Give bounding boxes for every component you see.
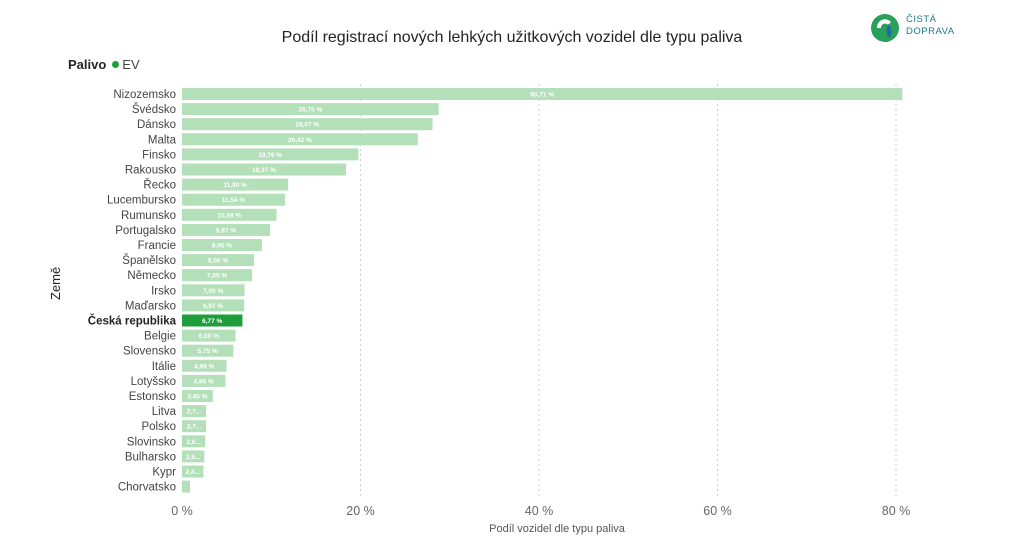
legend-title: Palivo (68, 57, 107, 72)
data-label: 3,45 % (187, 394, 207, 401)
y-tick-label: Estonsko (129, 391, 176, 403)
data-label: 28,75 % (298, 107, 322, 114)
x-tick-label: 80 % (882, 504, 911, 518)
bar (182, 148, 359, 161)
bar (182, 118, 433, 131)
y-tick-label: Malta (148, 134, 177, 146)
bar (182, 269, 253, 282)
y-tick-label: Lucembursko (107, 195, 176, 207)
x-tick-label: 20 % (346, 504, 375, 518)
y-tick-label: Slovinsko (127, 436, 176, 448)
data-label: 2,7... (187, 424, 202, 431)
x-tick-label: 40 % (525, 504, 554, 518)
data-label: 4,99 % (194, 363, 214, 370)
data-label: 5,75 % (198, 348, 218, 355)
data-label: 2,7... (187, 409, 202, 416)
bar (182, 103, 439, 116)
data-label: 4,86 % (194, 378, 214, 385)
bar (182, 208, 277, 221)
y-tick-label: Švédsko (132, 103, 176, 116)
data-label: 80,71 % (530, 92, 554, 99)
brand-name: ČISTÁ DOPRAVA (906, 14, 955, 38)
data-label: 9,87 % (216, 227, 236, 234)
legend-entry-ev[interactable]: EV (122, 57, 140, 72)
bar (182, 450, 205, 463)
legend-dot-icon (112, 61, 120, 68)
bar (182, 299, 245, 312)
data-label: 7,85 % (207, 273, 227, 280)
bar (182, 329, 236, 342)
y-tick-label: Francie (138, 240, 176, 252)
y-tick-label: Irsko (151, 285, 176, 297)
y-tick-label: Bulharsko (125, 451, 176, 463)
data-label: 11,54 % (222, 197, 246, 204)
bar (182, 193, 285, 206)
y-tick-label: Finsko (142, 149, 176, 161)
data-label: 10,59 % (217, 212, 241, 219)
data-label: 7,00 % (203, 288, 223, 295)
y-tick-label: Španělsko (122, 254, 176, 267)
y-tick-label: Řecko (143, 179, 176, 192)
y-tick-label: Německo (127, 270, 176, 282)
y-tick-label: Polsko (141, 421, 176, 433)
bar (182, 284, 245, 297)
y-tick-label: Belgie (144, 331, 176, 343)
bar (182, 239, 262, 251)
bar (182, 163, 346, 176)
data-label: 11,90 % (223, 182, 247, 189)
data-label: 28,07 % (295, 122, 319, 129)
bar (182, 359, 227, 372)
bar (182, 405, 207, 418)
y-tick-label: Itálie (152, 361, 176, 373)
data-label: 6,00 % (199, 333, 219, 340)
bar (182, 390, 213, 402)
brand-line-1: ČISTÁ (906, 14, 937, 25)
bar (182, 465, 204, 478)
y-tick-label: Rakousko (125, 165, 176, 177)
bar (182, 314, 243, 327)
data-label: 26,42 % (288, 137, 312, 144)
y-tick-label: Chorvatsko (118, 482, 176, 494)
cista-doprava-logo (871, 14, 899, 42)
data-label: 8,06 % (208, 258, 228, 265)
y-tick-label: Dánsko (137, 119, 176, 131)
bar (182, 88, 903, 100)
x-tick-label: 60 % (703, 504, 732, 518)
x-axis-title: Podíl vozidel dle typu paliva (489, 523, 625, 535)
y-tick-label: Česká republika (88, 315, 177, 328)
data-label: 2,6... (186, 439, 201, 446)
y-tick-label: Litva (152, 406, 177, 418)
bar (182, 254, 254, 267)
y-tick-label: Rumunsko (121, 210, 176, 222)
bar (182, 178, 289, 191)
data-label: 6,97 % (203, 303, 223, 310)
y-tick-label: Maďarsko (125, 300, 176, 312)
bar (182, 480, 191, 493)
bar (182, 374, 226, 387)
y-tick-label: Nizozemsko (113, 89, 176, 101)
data-label: 6,77 % (202, 318, 222, 325)
data-label: 2,5... (186, 454, 201, 461)
legend: Palivo EV (68, 57, 140, 72)
y-tick-label: Lotyšsko (131, 376, 176, 388)
brand-line-2: DOPRAVA (906, 26, 955, 37)
y-tick-label: Kypr (152, 467, 176, 479)
x-tick-label: 0 % (171, 504, 193, 518)
y-tick-label: Slovensko (123, 346, 176, 358)
bar (182, 223, 271, 236)
bar (182, 435, 206, 448)
data-label: 2,4... (185, 469, 200, 476)
bar (182, 133, 418, 146)
data-label: 19,76 % (258, 152, 282, 159)
data-label: 18,37 % (252, 167, 276, 174)
bar (182, 344, 234, 357)
chart-title: Podíl registrací nových lehkých užitkový… (281, 29, 743, 46)
y-tick-label: Portugalsko (115, 225, 176, 237)
data-label: 8,95 % (212, 243, 232, 250)
bar (182, 420, 207, 433)
